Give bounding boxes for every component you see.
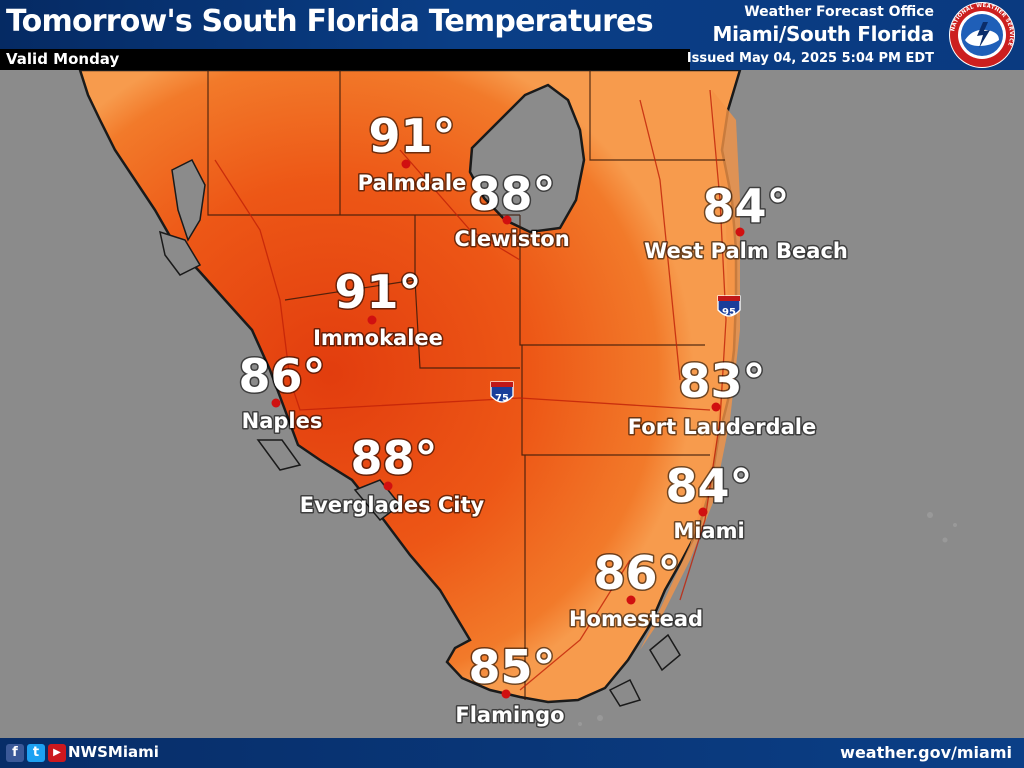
interstate-75-shield: 75 [490,381,514,404]
city-name: Homestead [569,607,703,631]
city-name: Clewiston [454,227,569,251]
nws-logo-icon: NATIONAL WEATHER SERVICE [949,2,1015,68]
city-fort-lauderdale: 83° Fort Lauderdale [626,353,817,441]
page-title: Tomorrow's South Florida Temperatures [6,4,654,39]
region-label: Miami/South Florida [712,22,935,46]
city-marker [401,159,411,169]
city-west-palm-beach: 84° West Palm Beach [643,178,850,265]
city-everglades-city: 88° Everglades City [298,430,486,519]
twitter-icon[interactable]: t [27,744,45,762]
city-miami: 84° Miami [664,458,754,545]
social-handle[interactable]: NWSMiami [68,743,159,761]
coastal-islands [158,158,681,707]
city-naples: 86° Naples [237,348,327,435]
city-temp: 91° [368,109,455,163]
city-name: Everglades City [300,493,485,517]
youtube-icon[interactable]: ▶ [48,744,66,762]
city-name: Miami [673,519,744,543]
city-name: Immokalee [313,326,443,350]
office-label: Weather Forecast Office [744,4,934,20]
footer-bar: f t ▶ NWSMiami weather.gov/miami [0,738,1024,768]
city-name: West Palm Beach [644,239,848,263]
city-palmdale: 91° Palmdale [356,108,468,197]
city-temp: 91° [334,265,421,319]
city-immokalee: 91° Immokalee [312,264,445,352]
svg-text:95: 95 [722,307,736,318]
city-name: Flamingo [455,703,564,727]
city-flamingo: 85° Flamingo [454,639,566,729]
svg-text:75: 75 [495,393,509,404]
website-link[interactable]: weather.gov/miami [840,743,1012,762]
city-temp: 85° [468,640,555,694]
city-temp: 88° [350,431,437,485]
valid-day-label: Valid Monday [0,49,690,70]
map-canvas: 95 75 91° Palmdale 88° Clewiston [0,68,1024,738]
city-temp: 88° [468,167,555,221]
city-marker [367,315,377,325]
facebook-icon[interactable]: f [6,744,24,762]
city-marker [698,507,708,517]
city-name: Naples [242,409,323,433]
city-temp: 86° [238,349,325,403]
city-marker [711,402,721,412]
city-homestead: 86° Homestead [567,545,704,633]
header-bar: Tomorrow's South Florida Temperatures Va… [0,0,1024,70]
lake-okeechobee [468,83,586,234]
city-marker [271,398,281,408]
city-marker [502,215,512,225]
road-network [214,89,727,691]
city-temp: 83° [678,354,765,408]
county-boundaries [207,70,725,700]
city-name: Palmdale [358,171,467,195]
city-marker [383,481,393,491]
city-marker [626,595,636,605]
city-clewiston: 88° Clewiston [453,166,571,253]
city-temp: 84° [665,459,752,513]
city-marker [501,689,511,699]
issued-timestamp: Issued May 04, 2025 5:04 PM EDT [686,51,934,66]
city-marker [735,227,745,237]
city-temp: 86° [593,546,680,600]
coastal-band [640,90,740,650]
keys-islands [578,512,957,726]
city-name: Fort Lauderdale [628,415,816,439]
temperature-map: 95 75 91° Palmdale 88° Clewiston [0,68,1024,738]
interstate-95-shield: 95 [717,295,741,318]
city-temp: 84° [702,179,789,233]
